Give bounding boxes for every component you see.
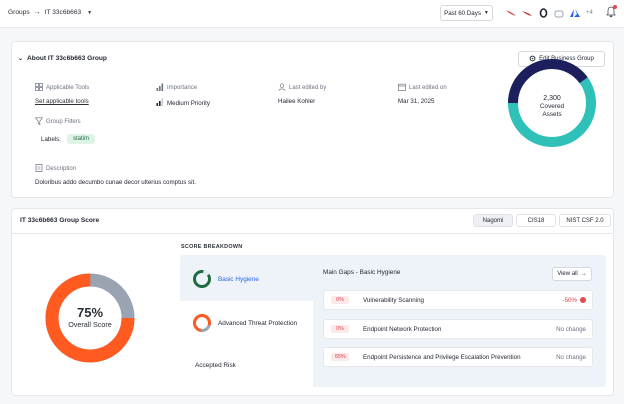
applicable-tools-label: Applicable Tools: [35, 82, 90, 93]
importance-value: Medium Priority: [167, 99, 210, 107]
group-score-title: IT 33c6b663 Group Score: [20, 217, 100, 224]
grid-icon: [35, 82, 43, 93]
gap-percent: 0%: [331, 296, 349, 304]
view-all-button[interactable]: View all →: [552, 267, 592, 281]
gap-row[interactable]: 0% Endpoint Network Protection No change: [323, 319, 593, 339]
about-header[interactable]: ⌄ About IT 33c6b663 Group: [18, 55, 107, 62]
covered-assets-navy-arc: [508, 59, 596, 147]
breakdown-item-basic-hygiene[interactable]: Basic Hygiene: [180, 257, 313, 301]
top-bar: Groups → IT 33c6b663 ▼ Past 60 Days ▼ +4: [0, 0, 624, 28]
set-applicable-tools-link[interactable]: Set applicable tools: [35, 98, 89, 105]
overall-score-percent: 75%: [77, 305, 103, 320]
breadcrumb-current[interactable]: IT 33c6b663: [44, 9, 82, 16]
decrease-indicator-icon: [580, 297, 586, 303]
importance-field: Importance Medium Priority: [156, 83, 210, 108]
covered-assets-line1: Covered: [540, 103, 565, 110]
filter-icon: [34, 116, 44, 127]
gap-row[interactable]: 65% Endpoint Persistence and Privilege E…: [323, 347, 593, 367]
gap-name: Vulnerability Scanning: [363, 296, 424, 304]
gap-change: -50%: [563, 297, 586, 304]
overall-score-arc: [45, 273, 135, 363]
okta-icon[interactable]: [538, 8, 548, 18]
chevron-down-icon[interactable]: ⌄: [18, 56, 24, 62]
notifications-bell-icon[interactable]: [606, 5, 617, 18]
description-label: Description: [35, 163, 77, 174]
score-breakdown-title: SCORE BREAKDOWN: [181, 244, 243, 250]
labels-label: Labels:: [41, 135, 61, 143]
importance-label-text: Importance: [167, 84, 198, 91]
last-edited-by-value: Hailee Kohler: [278, 98, 316, 105]
user-icon: [278, 82, 286, 93]
group-filters-label-text: Group Filters: [46, 118, 81, 125]
tab-cis18[interactable]: CIS18: [516, 214, 556, 227]
applicable-tools-label-text: Applicable Tools: [46, 84, 90, 91]
importance-label: Importance: [156, 83, 210, 92]
arrow-right-icon: →: [580, 271, 587, 277]
date-range-value: Past 60 Days: [444, 9, 481, 17]
group-filters-label: Group Filters: [34, 116, 81, 127]
view-all-label: View all: [557, 271, 578, 277]
priority-bars-icon: [156, 98, 164, 108]
covered-assets-donut: 2,300 Covered Assets: [504, 55, 600, 151]
tab-nagomi[interactable]: Nagomi: [473, 214, 513, 227]
overall-score-donut: 75% Overall Score: [44, 272, 136, 364]
overall-score-label: Overall Score: [68, 320, 112, 329]
gap-row[interactable]: 0% Vulnerability Scanning -50%: [323, 290, 593, 310]
about-title: About IT 33c6b663 Group: [27, 55, 107, 62]
score-breakdown-list: Basic Hygiene Advanced Threat Protection…: [180, 255, 313, 387]
calendar-icon: [398, 83, 406, 93]
last-edited-on-label: Last edited on: [398, 83, 447, 92]
crowdstrike-alt-icon[interactable]: [522, 8, 532, 18]
basic-hygiene-ring-icon: [193, 270, 211, 288]
gear-icon: [529, 55, 536, 64]
last-edited-on-field: Last edited on Mar 31, 2025: [398, 83, 447, 105]
gap-change: No change: [556, 325, 586, 333]
breakdown-item-advanced-threat-protection[interactable]: Advanced Threat Protection: [180, 301, 313, 345]
applicable-tools-field: Applicable Tools Set applicable tools: [35, 82, 90, 105]
bar-chart-icon: [156, 83, 164, 93]
gap-change-value: -50%: [562, 296, 577, 304]
tool-icons: +4: [506, 6, 593, 20]
last-edited-by-field: Last edited by Hailee Kohler: [278, 82, 327, 105]
gap-name: Endpoint Network Protection: [363, 325, 442, 333]
gap-percent: 0%: [331, 325, 349, 333]
notification-dot: [613, 5, 617, 9]
description-value: Doloribus addo decumbo cunae decor ulter…: [35, 179, 196, 186]
azure-icon[interactable]: [570, 8, 580, 18]
last-edited-by-label: Last edited by: [278, 82, 327, 93]
description-label-text: Description: [46, 165, 77, 172]
framework-tabs: Nagomi CIS18 NIST CSF 2.0: [473, 214, 611, 227]
cloud-tool-icon[interactable]: [554, 8, 564, 18]
last-edited-by-label-text: Last edited by: [289, 84, 327, 91]
advanced-threat-ring-icon: [193, 314, 211, 332]
gap-name: Endpoint Persistence and Privilege Escal…: [363, 353, 521, 361]
last-edited-on-value: Mar 31, 2025: [398, 98, 435, 105]
gap-percent: 65%: [331, 353, 349, 361]
edit-button-label: Edit Business Group: [539, 56, 594, 62]
breakdown-item-label: Advanced Threat Protection: [218, 319, 298, 327]
breakdown-item-label: Basic Hygiene: [218, 275, 259, 283]
last-edited-on-label-text: Last edited on: [409, 84, 447, 91]
covered-assets-count: 2,300: [543, 95, 561, 102]
gap-change: No change: [556, 353, 586, 361]
labels-row: Labels: statim: [41, 134, 95, 144]
main-gaps-title: Main Gaps - Basic Hygiene: [323, 269, 401, 276]
label-chip[interactable]: statim: [66, 134, 95, 144]
more-tools-count[interactable]: +4: [586, 10, 593, 16]
covered-assets-line2: Assets: [542, 111, 561, 118]
breadcrumb-groups-link[interactable]: Groups: [8, 9, 30, 16]
chevron-down-icon: ▼: [483, 10, 489, 16]
date-range-select[interactable]: Past 60 Days ▼: [440, 5, 493, 21]
description-field: Description: [35, 163, 77, 174]
chevron-down-icon[interactable]: ▼: [87, 9, 93, 16]
breadcrumb: Groups → IT 33c6b663 ▼: [8, 9, 92, 16]
breakdown-item-accepted-risk[interactable]: Accepted Risk: [180, 343, 313, 387]
tab-nist-csf[interactable]: NIST CSF 2.0: [559, 214, 611, 227]
group-filters-field: Group Filters: [34, 116, 81, 127]
crowdstrike-falcon-icon[interactable]: [506, 8, 516, 18]
document-icon: [35, 163, 43, 174]
breakdown-item-label: Accepted Risk: [195, 361, 236, 369]
arrow-right-icon: →: [33, 9, 41, 16]
divider: [12, 233, 613, 234]
